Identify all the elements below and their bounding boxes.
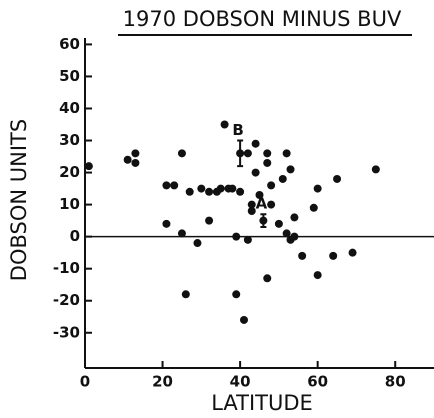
point [131, 158, 140, 167]
point [371, 165, 380, 174]
point [131, 149, 140, 158]
point [298, 251, 307, 260]
y-tick-label: -10 [53, 259, 80, 277]
y-tick-label: 30 [59, 131, 80, 149]
point [193, 239, 202, 248]
error-bar [237, 139, 244, 168]
point [181, 290, 190, 299]
point [205, 216, 214, 225]
point [290, 232, 299, 241]
point [162, 219, 171, 228]
point [251, 139, 260, 148]
point [220, 120, 229, 129]
point [243, 235, 252, 244]
chart-title: 1970 DOBSON MINUS BUV [123, 7, 402, 31]
point [243, 149, 252, 158]
point [170, 181, 179, 190]
y-tick-label: 60 [59, 35, 80, 53]
point [313, 184, 322, 193]
point [290, 213, 299, 222]
point [282, 229, 291, 238]
point [228, 184, 237, 193]
x-tick-label: 0 [80, 373, 90, 391]
annotation: A [256, 195, 268, 213]
point [348, 248, 357, 257]
point [278, 174, 287, 183]
point [309, 203, 318, 212]
x-axis-title: LATITUDE [211, 391, 313, 415]
y-axis-title: DOBSON UNITS [7, 119, 31, 281]
y-tick-label: 50 [59, 67, 80, 85]
point [177, 149, 186, 158]
x-tick-label: 80 [385, 373, 406, 391]
error-bar [260, 213, 267, 229]
x-tick-label: 40 [230, 373, 251, 391]
point [247, 207, 256, 216]
point [286, 165, 295, 174]
point [239, 315, 248, 324]
point [205, 187, 214, 196]
point [123, 155, 132, 164]
y-tick-label: 20 [59, 163, 80, 181]
point [263, 149, 272, 158]
point [247, 200, 256, 209]
point [267, 181, 276, 190]
x-tick-label: 20 [152, 373, 173, 391]
x-tick-label: 60 [307, 373, 328, 391]
point [197, 184, 206, 193]
y-tick-label: 40 [59, 99, 80, 117]
point [263, 274, 272, 283]
point [267, 200, 276, 209]
point [329, 251, 338, 260]
point [216, 184, 225, 193]
y-tick-label: -30 [53, 323, 80, 341]
point [313, 271, 322, 280]
point [263, 158, 272, 167]
point [232, 232, 241, 241]
point [232, 290, 241, 299]
annotation: B [232, 121, 243, 139]
point [274, 219, 283, 228]
point [177, 229, 186, 238]
point [185, 187, 194, 196]
point [84, 162, 93, 171]
point [255, 190, 264, 199]
y-tick-label: -20 [53, 291, 80, 309]
point [251, 168, 260, 177]
y-tick-label: 10 [59, 195, 80, 213]
point [333, 174, 342, 183]
point [162, 181, 171, 190]
y-tick-label: 0 [70, 227, 80, 245]
point [282, 149, 291, 158]
point [236, 187, 245, 196]
